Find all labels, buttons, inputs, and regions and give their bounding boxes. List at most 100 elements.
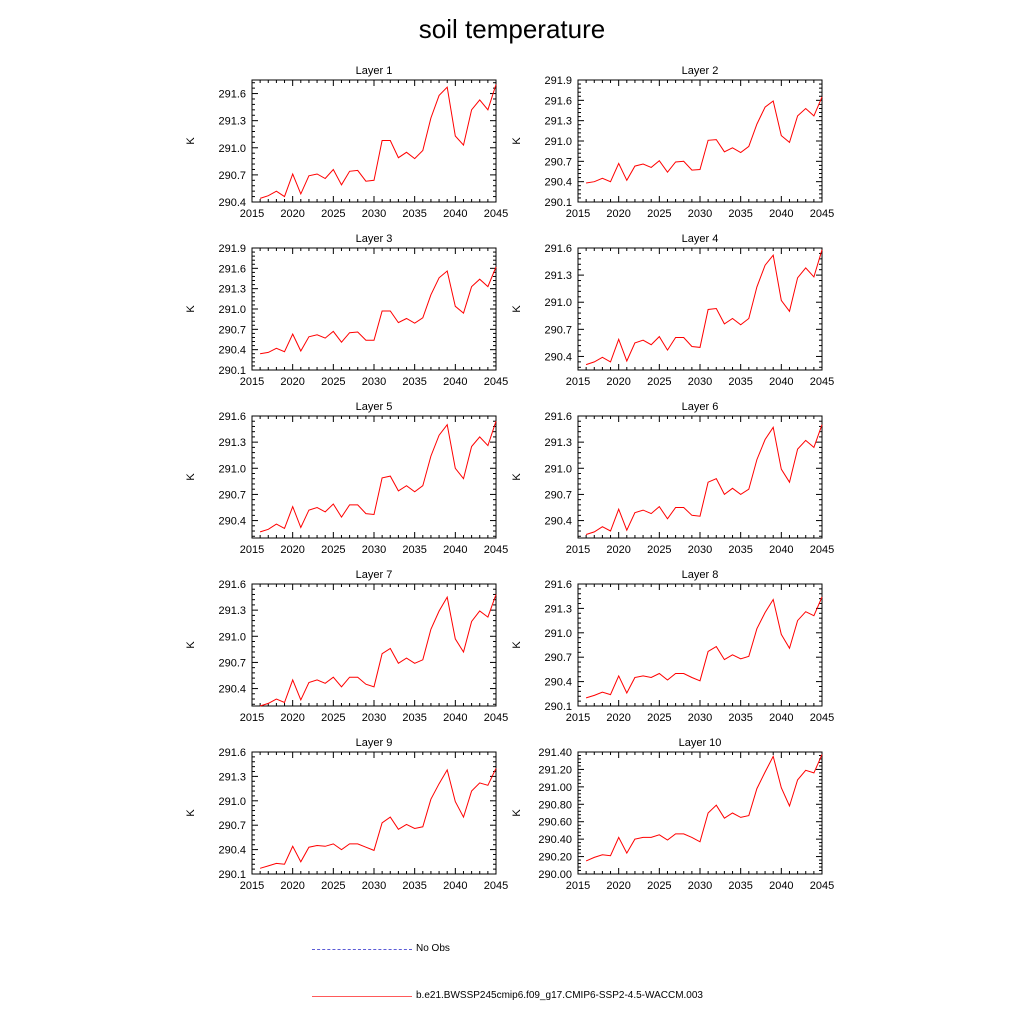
x-tick-label: 2045 xyxy=(810,208,834,220)
x-tick-label: 2035 xyxy=(402,376,426,388)
x-tick-label: 2020 xyxy=(606,208,630,220)
series-line xyxy=(585,596,823,699)
panel-layer-4: Layer 4 K 2015 2020 2025 2030 2035 2040 2045 290.… xyxy=(511,233,834,388)
y-tick-label: 290.1 xyxy=(544,197,572,209)
y-tick-label: 291.3 xyxy=(218,437,246,449)
x-tick-label: 2020 xyxy=(280,376,304,388)
x-tick-label: 2045 xyxy=(484,208,508,220)
y-tick-label: 291.0 xyxy=(544,628,572,640)
x-tick-label: 2025 xyxy=(321,544,345,556)
x-tick-label: 2030 xyxy=(688,712,712,724)
x-tick-label: 2025 xyxy=(321,208,345,220)
y-tick-label: 290.7 xyxy=(218,820,246,832)
y-tick-label: 290.4 xyxy=(218,684,246,696)
y-tick-label: 290.20 xyxy=(538,852,572,864)
x-tick-label: 2030 xyxy=(362,544,386,556)
y-tick-label: 291.00 xyxy=(538,782,572,794)
series-line xyxy=(585,424,823,535)
x-tick-label: 2035 xyxy=(402,712,426,724)
x-tick-label: 2030 xyxy=(688,376,712,388)
y-tick-label: 290.60 xyxy=(538,817,572,829)
legend-swatch-no-obs xyxy=(312,949,412,950)
panel-title: Layer 8 xyxy=(682,569,719,581)
x-tick-label: 2045 xyxy=(810,544,834,556)
legend-label-no-obs: No Obs xyxy=(416,943,450,954)
x-tick-label: 2020 xyxy=(606,544,630,556)
y-tick-label: 291.6 xyxy=(544,243,572,255)
x-tick-label: 2040 xyxy=(443,208,467,220)
panel-title: Layer 3 xyxy=(356,233,393,245)
y-tick-label: 290.7 xyxy=(544,489,572,501)
x-tick-label: 2040 xyxy=(443,880,467,892)
y-axis-label: K xyxy=(185,641,197,649)
x-tick-label: 2015 xyxy=(240,376,264,388)
y-tick-label: 290.7 xyxy=(544,156,572,168)
x-tick-label: 2015 xyxy=(240,712,264,724)
panel-title: Layer 4 xyxy=(682,233,719,245)
panel-layer-3: Layer 3 K 2015 2020 2025 2030 2035 2040 2045 290.… xyxy=(185,233,508,388)
x-tick-label: 2040 xyxy=(769,544,793,556)
x-tick-label: 2025 xyxy=(647,712,671,724)
series-line xyxy=(259,84,497,199)
legend-label-model-run: b.e21.BWSSP245cmip6.f09_g17.CMIP6-SSP2-4… xyxy=(416,990,703,1001)
y-tick-label: 291.3 xyxy=(218,284,246,296)
x-tick-label: 2045 xyxy=(484,544,508,556)
x-tick-label: 2040 xyxy=(769,712,793,724)
panel-layer-9: Layer 9 K 2015 2020 2025 2030 2035 2040 2045 290.… xyxy=(185,737,508,892)
y-tick-label: 290.7 xyxy=(218,170,246,182)
y-axis-label: K xyxy=(511,641,523,649)
y-tick-label: 291.0 xyxy=(544,463,572,475)
y-axis-label: K xyxy=(511,305,523,313)
x-tick-label: 2020 xyxy=(606,376,630,388)
x-tick-label: 2045 xyxy=(484,712,508,724)
x-tick-label: 2040 xyxy=(443,376,467,388)
x-tick-label: 2020 xyxy=(280,712,304,724)
x-tick-label: 2025 xyxy=(321,880,345,892)
y-tick-label: 290.1 xyxy=(218,869,246,881)
series-line xyxy=(259,594,497,707)
x-tick-label: 2025 xyxy=(321,376,345,388)
y-axis-label: K xyxy=(511,137,523,145)
x-tick-label: 2015 xyxy=(240,544,264,556)
x-tick-label: 2035 xyxy=(728,376,752,388)
x-tick-label: 2015 xyxy=(240,208,264,220)
x-tick-label: 2045 xyxy=(810,376,834,388)
y-tick-label: 291.0 xyxy=(218,304,246,316)
y-tick-label: 291.0 xyxy=(218,143,246,155)
y-tick-label: 290.1 xyxy=(544,701,572,713)
panel-title: Layer 2 xyxy=(682,65,719,77)
y-tick-label: 290.7 xyxy=(544,652,572,664)
y-tick-label: 291.6 xyxy=(218,411,246,423)
x-tick-label: 2025 xyxy=(647,208,671,220)
y-tick-label: 291.40 xyxy=(538,747,572,759)
x-tick-label: 2035 xyxy=(402,544,426,556)
x-tick-label: 2030 xyxy=(362,208,386,220)
x-tick-label: 2015 xyxy=(566,376,590,388)
x-tick-label: 2040 xyxy=(769,880,793,892)
x-tick-label: 2020 xyxy=(280,208,304,220)
legend-item-model-run: b.e21.BWSSP245cmip6.f09_g17.CMIP6-SSP2-4… xyxy=(312,989,732,1003)
x-tick-label: 2040 xyxy=(443,544,467,556)
y-tick-label: 290.4 xyxy=(544,677,572,689)
chart-main-title: soil temperature xyxy=(418,14,606,44)
y-axis-label: K xyxy=(185,809,197,817)
series-line xyxy=(585,754,823,862)
series-line xyxy=(259,421,497,533)
x-tick-label: 2030 xyxy=(362,880,386,892)
x-tick-label: 2020 xyxy=(280,880,304,892)
y-tick-label: 290.80 xyxy=(538,799,572,811)
y-tick-label: 291.3 xyxy=(218,116,246,128)
y-tick-label: 291.20 xyxy=(538,764,572,776)
y-tick-label: 291.0 xyxy=(544,297,572,309)
y-tick-label: 290.7 xyxy=(218,489,246,501)
x-tick-label: 2035 xyxy=(402,208,426,220)
x-tick-label: 2015 xyxy=(566,880,590,892)
plot-frame xyxy=(577,79,823,203)
x-tick-label: 2035 xyxy=(402,880,426,892)
y-tick-label: 290.7 xyxy=(218,324,246,336)
y-tick-label: 290.4 xyxy=(218,197,246,209)
y-tick-label: 291.0 xyxy=(544,136,572,148)
panel-layer-2: Layer 2 K 2015 2020 2025 2030 2035 2040 2045 290.… xyxy=(511,65,834,220)
x-tick-label: 2045 xyxy=(810,880,834,892)
x-tick-label: 2020 xyxy=(280,544,304,556)
